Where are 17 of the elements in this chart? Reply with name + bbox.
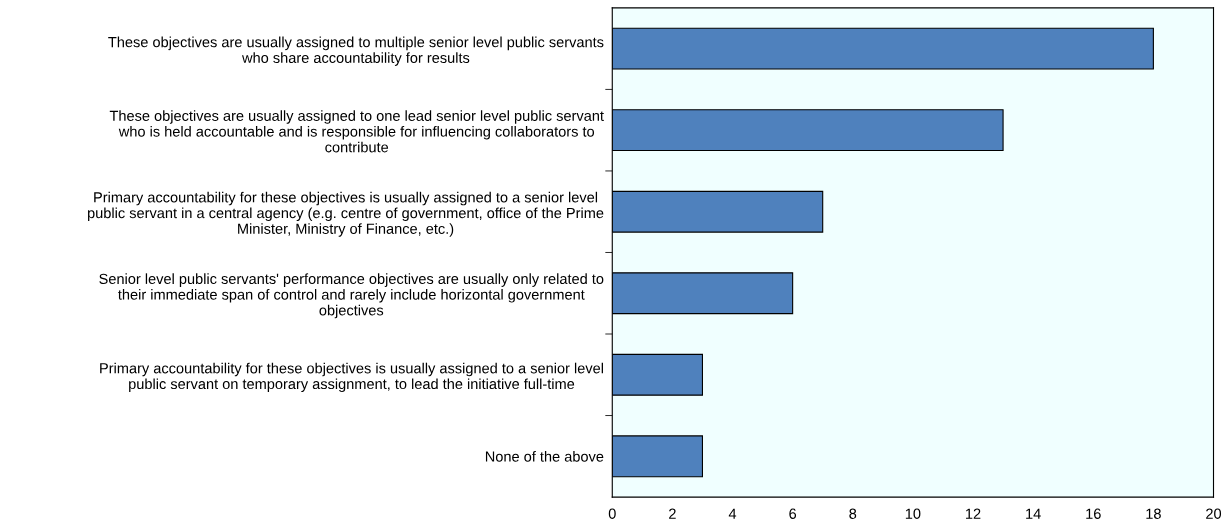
x-tick-label: 14 (1026, 508, 1041, 519)
y-tick-label: Primary accountability for these objectives is usually assigned to a senior level public servant on temporary assignment, to lead the initiative full-time (100, 362, 603, 392)
x-tick-label: 2 (669, 508, 676, 519)
x-tick-label: 20 (1206, 508, 1222, 519)
x-tick-label: 16 (1086, 508, 1101, 519)
x-tick-label: 6 (789, 508, 797, 519)
y-tick-label: Primary accountability for these objectives is usually assigned to a senior level public servant in a central agency (e.g. centre of government, office of the Prime Minister, Ministry of Finance, etc.) (88, 191, 604, 237)
x-tick-label: 12 (966, 508, 981, 519)
y-tick-label: None of the above (485, 451, 604, 462)
y-tick-label: These objectives are usually assigned to multiple senior level public servants who share accountability for results (108, 36, 604, 66)
y-tick-label: Senior level public servants' performance objectives are usually only related to their immediate span of control and rarely include horizontal government objectives (99, 273, 604, 319)
x-tick-label: 0 (608, 508, 616, 519)
x-tick-label: 4 (728, 508, 737, 519)
x-tick-label: 8 (849, 508, 857, 519)
x-tick-label: 18 (1146, 508, 1161, 519)
y-tick-label: These objectives are usually assigned to one lead senior level public servant who is held accountable and is responsible for influencing collaborators to contribute (109, 110, 604, 153)
x-tick-label: 10 (905, 508, 921, 519)
